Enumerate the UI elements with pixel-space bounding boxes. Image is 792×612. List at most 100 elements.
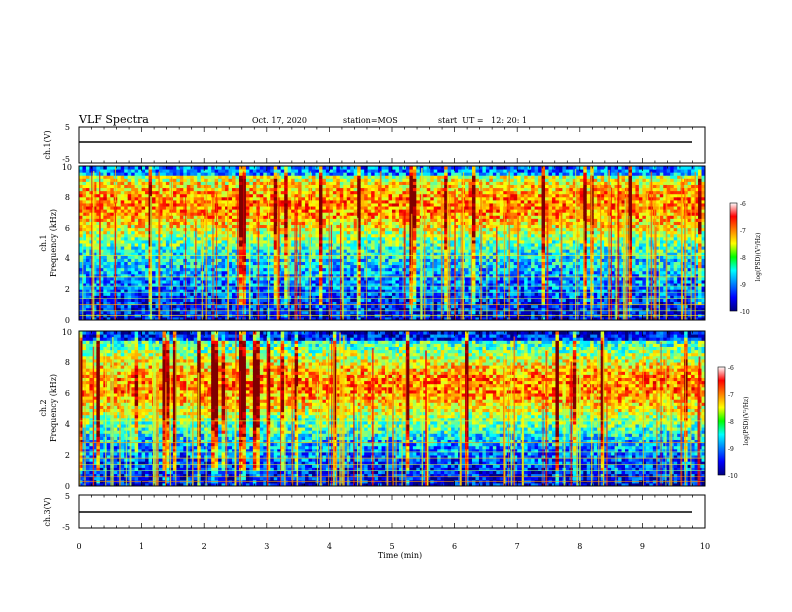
spectrogram-cell [329,190,334,195]
spectrogram-cell [388,246,393,250]
spectrogram-cell [301,212,306,216]
spectrogram-cell [158,292,163,296]
spectrogram-cell [162,190,167,195]
spectrogram-cell [176,246,181,250]
spectrogram-cell [103,215,108,219]
spectrogram-cell [245,292,250,296]
spectrogram-cell [162,249,167,253]
spectrogram-cell [186,206,191,210]
spectrogram-cell [138,175,143,179]
spectrogram-cell [190,249,195,253]
spectrogram-cell [412,212,417,216]
spectrogram-cell [405,261,410,266]
spectrogram-cell [301,202,306,207]
spectrogram-cell [124,230,129,235]
spectrogram-cell [124,258,129,262]
spectrogram-cell [371,190,376,195]
spectrogram-cell [385,298,390,303]
spectrogram-cell [339,196,344,201]
spectrogram-cell [238,292,243,296]
spectrogram-cell [263,196,268,201]
spectrogram-cell [127,209,132,213]
spectrogram-cell [301,206,306,210]
spectrogram-cell [211,184,216,189]
spectrogram-cell [284,258,289,262]
spectrogram-cell [325,190,330,195]
spectrogram-cell [235,175,240,179]
spectrogram-cell [228,267,233,272]
spectrogram-cell [221,283,226,287]
spectrogram-cell [190,206,195,210]
spectrogram-cell [197,218,202,222]
spectrogram-cell [141,292,146,296]
spectrogram-cell [110,181,115,185]
spectrogram-cell [245,227,250,232]
spectrogram-cell [103,261,108,266]
spectrogram-cell [343,196,348,201]
spectrogram-cell [96,301,101,306]
spectrogram-cell [179,304,184,309]
spectrogram-cell [405,283,410,287]
spectrogram-cell [141,273,146,278]
spectrogram-cell [336,252,341,256]
spectrogram-cell [280,233,285,238]
spectrogram-cell [238,215,243,219]
spectrogram-cell [357,239,362,244]
spectrogram-cell [96,193,101,198]
spectrogram-cell [228,218,233,222]
spectrogram-cell [207,289,212,293]
spectrogram-cell [110,249,115,253]
spectrogram-cell [325,166,330,170]
spectrogram-cell [305,172,310,176]
spectrogram-cell [266,178,271,182]
spectrogram-cell [350,218,355,222]
spectrogram-cell [315,181,320,185]
spectrogram-cell [138,283,143,287]
spectrogram-cell [412,255,417,259]
spectrogram-cell [312,255,316,259]
spectrogram-cell [305,246,310,250]
spectrogram-cell [350,276,355,281]
spectrogram-cell [96,218,101,222]
spectrogram-cell [218,252,223,256]
spectrogram-cell [357,199,362,204]
spectrogram-cell [409,202,414,207]
spectrogram-cell [79,298,83,303]
spectrogram-cell [82,252,87,256]
spectrogram-cell [374,224,379,229]
spectrogram-cell [218,279,223,284]
spectrogram-cell [392,316,396,320]
spectrogram-cell [214,181,219,185]
spectrogram-cell [374,209,379,213]
spectrogram-cell [298,172,303,176]
spectrogram-cell [242,264,247,269]
spectrogram-cell [92,236,97,241]
spectrogram-cell [287,255,292,259]
spectrogram-cell [325,246,330,250]
spectrogram-cell [145,224,150,229]
spectrogram-cell [388,230,393,235]
spectrogram-cell [364,202,369,207]
spectrogram-cell [385,209,390,213]
spectrogram-cell [291,307,296,312]
spectrogram-cell [346,206,351,210]
spectrogram-cell [238,246,243,250]
spectrogram-cell [211,193,216,198]
spectrogram-cell [252,227,257,232]
spectrogram-cell [280,175,285,179]
spectrogram-cell [291,295,296,299]
spectrogram-cell [336,246,341,250]
spectrogram-cell [249,283,254,287]
spectrogram-cell [398,175,403,179]
spectrogram-cell [405,169,410,173]
spectrogram-cell [263,273,268,278]
spectrogram-cell [249,243,254,247]
spectrogram-cell [145,233,150,238]
spectrogram-cell [412,236,417,241]
spectrogram-cell [291,227,296,232]
spectrogram-cell [402,206,407,210]
spectrogram-cell [127,215,132,219]
spectrogram-cell [165,218,170,222]
spectrogram-cell [79,233,83,238]
spectrogram-cell [127,298,132,303]
